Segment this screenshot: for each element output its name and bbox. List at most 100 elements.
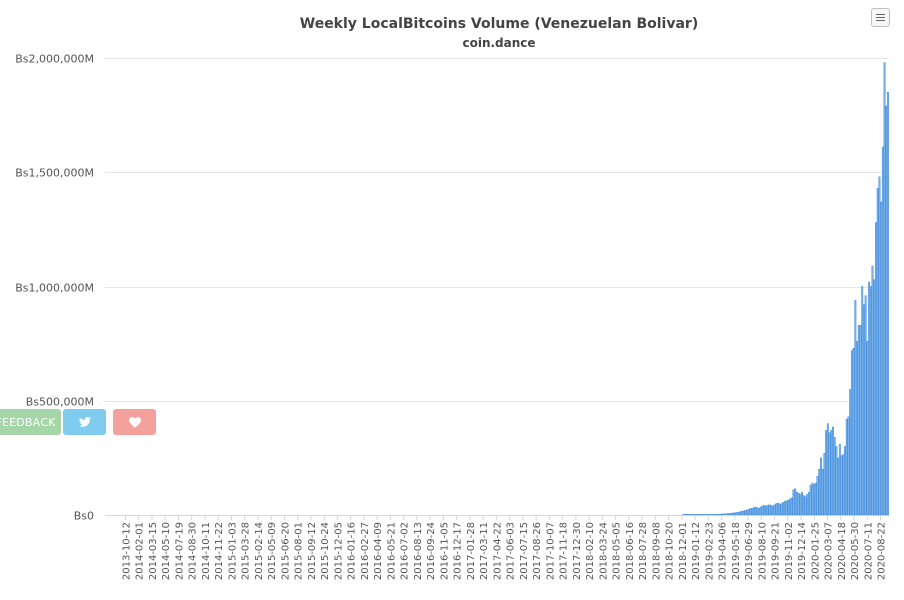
bar [881, 146, 884, 516]
bar [864, 295, 867, 516]
bar [751, 507, 754, 516]
bar [845, 418, 848, 516]
bar [885, 105, 888, 516]
bar [701, 514, 704, 516]
y-tick-label: Bs500,000M [26, 396, 94, 409]
x-tick-label: 2019-05-18 [731, 522, 742, 580]
bar [835, 446, 838, 516]
bar [887, 92, 889, 516]
x-tick-label: 2018-07-28 [638, 522, 649, 580]
bar [789, 498, 791, 516]
bar [832, 426, 834, 516]
bar [801, 491, 803, 516]
bar [768, 504, 771, 516]
bar [783, 501, 786, 516]
bar [875, 222, 877, 516]
gridlines [105, 58, 889, 402]
bar [715, 514, 718, 516]
bar [840, 455, 843, 516]
bar [711, 514, 714, 516]
x-tick-label: 2020-01-25 [810, 522, 821, 580]
bar [818, 469, 821, 516]
x-tick-label: 2015-08-01 [294, 522, 305, 580]
x-tick-label: 2019-01-12 [691, 522, 702, 580]
bar [857, 325, 860, 516]
x-tick-label: 2019-04-06 [718, 522, 729, 580]
bar [703, 514, 705, 516]
bar [883, 62, 886, 516]
bar [704, 514, 707, 516]
bar [806, 494, 809, 516]
x-axis-labels: 2013-10-12 2014-02-01 2014-03-15 2014-05-10… [122, 515, 888, 580]
bar [880, 201, 883, 516]
bar [828, 432, 831, 516]
chart-menu-button[interactable] [871, 8, 890, 27]
x-tick-label: 2018-10-20 [665, 522, 676, 580]
bar [802, 495, 805, 516]
bar [871, 265, 874, 516]
x-tick-label: 2020-05-30 [850, 522, 861, 580]
bar [740, 511, 743, 516]
x-tick-label: 2019-11-02 [784, 522, 795, 580]
bar [823, 453, 826, 516]
x-tick-label: 2015-01-03 [228, 522, 239, 580]
x-tick-label: 2014-02-01 [135, 522, 146, 580]
bar [689, 514, 692, 516]
y-axis-labels: Bs0 Bs500,000M Bs1,000,000M Bs1,500,000M Bs2… [15, 53, 94, 523]
x-tick-label: 2013-10-12 [122, 522, 133, 580]
bar [758, 507, 760, 516]
x-tick-label: 2016-12-17 [453, 522, 464, 580]
x-tick-label: 2016-07-02 [400, 522, 411, 580]
bar [859, 325, 862, 516]
bar [718, 513, 721, 516]
x-tick-label: 2017-08-26 [532, 522, 543, 580]
bar [725, 513, 728, 516]
x-tick-label: 2017-10-07 [545, 522, 556, 580]
heart-button[interactable] [113, 409, 156, 435]
bar [878, 176, 881, 516]
bar [826, 423, 829, 516]
bar [761, 505, 764, 516]
bar [744, 510, 747, 516]
bar [746, 509, 748, 516]
twitter-button[interactable] [63, 409, 106, 435]
x-tick-label: 2017-12-30 [572, 522, 583, 580]
bar [730, 512, 733, 516]
x-tick-label: 2016-09-24 [426, 522, 437, 580]
bar [868, 281, 871, 516]
bar [873, 279, 876, 516]
bar [849, 389, 852, 516]
bar [749, 508, 752, 516]
feedback-button[interactable]: FEEDBACK [0, 409, 61, 435]
chart-subtitle: coin.dance [462, 36, 535, 50]
bar [809, 485, 812, 516]
bar [804, 496, 807, 516]
bar [787, 499, 790, 516]
x-tick-label: 2020-04-18 [837, 522, 848, 580]
bar [709, 514, 712, 516]
bar [713, 514, 716, 516]
x-tick-label: 2018-02-10 [585, 522, 596, 580]
bar [691, 514, 693, 516]
x-tick-label: 2016-05-21 [386, 522, 397, 580]
bar [773, 504, 776, 516]
bar [825, 430, 828, 516]
bar [775, 503, 778, 516]
bar [723, 513, 726, 516]
x-tick-label: 2019-12-14 [797, 522, 808, 580]
x-tick-label: 2018-09-08 [651, 522, 662, 580]
x-tick-label: 2017-11-18 [559, 522, 570, 580]
bar [728, 513, 731, 516]
x-tick-label: 2014-11-22 [214, 522, 225, 580]
bar [847, 416, 850, 516]
x-tick-label: 2020-07-11 [863, 522, 874, 580]
bar [794, 488, 797, 516]
bar [685, 514, 688, 516]
bar [766, 505, 769, 516]
bar [742, 510, 745, 516]
bar [720, 513, 723, 516]
bar [759, 506, 762, 516]
bar [692, 514, 695, 516]
bar [844, 446, 846, 516]
